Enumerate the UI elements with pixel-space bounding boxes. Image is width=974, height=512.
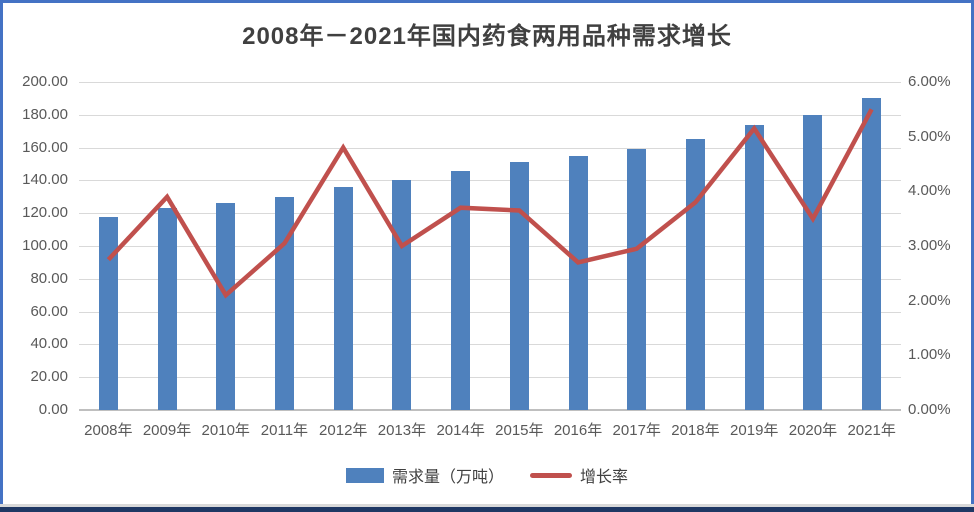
bar-2017年 bbox=[627, 149, 647, 410]
x-axis-label: 2020年 bbox=[788, 422, 838, 439]
right-axis-tick: 1.00% bbox=[908, 346, 951, 363]
growth-rate-line bbox=[106, 108, 874, 299]
frame-border-top bbox=[0, 0, 974, 3]
x-axis-label: 2015年 bbox=[495, 422, 544, 439]
bar-2015年 bbox=[509, 162, 529, 410]
bar-2019年 bbox=[744, 124, 764, 410]
x-axis-label: 2014年 bbox=[436, 422, 485, 439]
left-axis-tick: 100.00 bbox=[22, 237, 68, 254]
frame-border-right bbox=[971, 0, 974, 512]
right-axis-tick: 5.00% bbox=[908, 128, 951, 145]
gridline bbox=[79, 344, 901, 345]
growth-rate-polyline bbox=[106, 108, 874, 299]
frame-border-left bbox=[0, 0, 3, 512]
bar-2016年 bbox=[568, 155, 588, 410]
gridline bbox=[79, 180, 901, 181]
legend-line-swatch-icon bbox=[530, 472, 572, 478]
x-axis-label: 2016年 bbox=[553, 422, 603, 439]
legend-line-label: 增长率 bbox=[580, 469, 629, 486]
bar-2010年 bbox=[216, 203, 236, 410]
x-axis-label: 2012年 bbox=[319, 422, 368, 439]
left-axis-tick: 80.00 bbox=[30, 270, 68, 287]
chart-title: 2008年－2021年国内药食两用品种需求增长 bbox=[242, 23, 732, 50]
right-axis-tick: 4.00% bbox=[908, 182, 951, 199]
left-axis-tick: 200.00 bbox=[22, 73, 68, 90]
gridline bbox=[79, 82, 901, 83]
gridline bbox=[79, 377, 901, 378]
x-axis-label: 2013年 bbox=[377, 422, 427, 439]
x-axis-label: 2009年 bbox=[142, 422, 192, 439]
gridline bbox=[79, 312, 901, 313]
bar-2012年 bbox=[333, 187, 353, 410]
right-axis-tick: 3.00% bbox=[908, 237, 951, 254]
left-axis-tick: 140.00 bbox=[22, 171, 68, 188]
gridline bbox=[79, 148, 901, 149]
frame-border-bottom-navy bbox=[0, 507, 974, 512]
x-axis-label: 2008年 bbox=[84, 422, 133, 439]
legend-bar-swatch-icon bbox=[345, 467, 384, 483]
x-axis-label: 2018年 bbox=[671, 422, 720, 439]
bar-2009年 bbox=[157, 208, 177, 410]
x-axis-label: 2010年 bbox=[201, 422, 250, 439]
right-axis-tick: 0.00% bbox=[908, 401, 951, 418]
gridline bbox=[79, 213, 901, 214]
x-axis-label: 2021年 bbox=[847, 422, 896, 439]
bar-2014年 bbox=[451, 170, 471, 410]
legend-bar-label: 需求量（万吨） bbox=[391, 469, 504, 486]
left-axis-tick: 60.00 bbox=[30, 303, 68, 320]
frame-border-bottom-gray bbox=[0, 504, 974, 507]
x-axis-label: 2019年 bbox=[730, 422, 779, 439]
x-axis-line bbox=[79, 409, 901, 411]
gridline bbox=[79, 246, 901, 247]
gridline bbox=[79, 279, 901, 280]
left-axis-tick: 0.00 bbox=[38, 401, 68, 418]
bar-2021年 bbox=[862, 98, 882, 410]
x-axis-label: 2017年 bbox=[612, 422, 661, 439]
bar-2008年 bbox=[98, 216, 118, 410]
legend: 需求量（万吨） 增长率 bbox=[0, 462, 974, 488]
left-axis-tick: 180.00 bbox=[22, 106, 68, 123]
left-axis-tick: 120.00 bbox=[22, 204, 68, 221]
gridline bbox=[79, 115, 901, 116]
left-axis-tick: 20.00 bbox=[30, 368, 68, 385]
right-axis-tick: 6.00% bbox=[908, 73, 951, 90]
x-axis-label: 2011年 bbox=[260, 422, 309, 439]
left-axis-tick: 160.00 bbox=[22, 139, 68, 156]
bar-2020年 bbox=[803, 114, 823, 410]
right-axis-tick: 2.00% bbox=[908, 292, 951, 309]
left-axis-tick: 40.00 bbox=[30, 335, 68, 352]
